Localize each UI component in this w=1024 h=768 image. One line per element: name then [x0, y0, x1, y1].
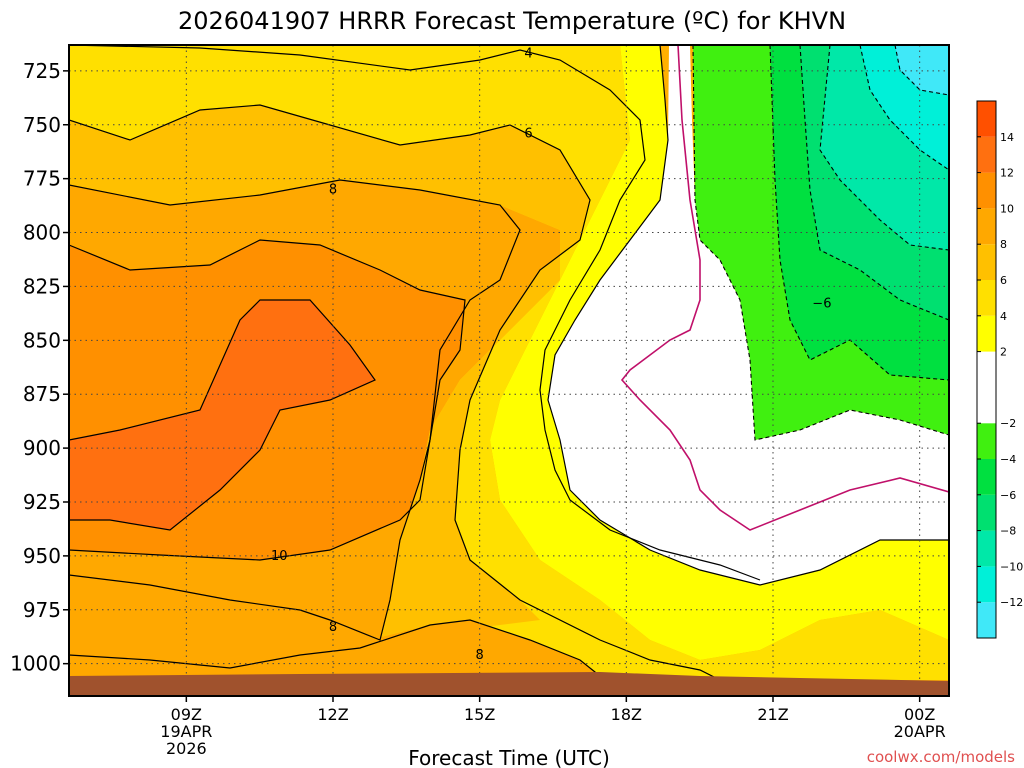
y-tick-label: 925 [23, 490, 61, 514]
colorbar-label: −6 [1000, 489, 1016, 502]
colorbar-label: 8 [1000, 238, 1007, 251]
plot-border [68, 44, 950, 697]
colorbar-bin [977, 208, 996, 245]
contour-label: −6 [812, 297, 831, 312]
band-neg2-2 [548, 45, 949, 585]
colorbar-label: −4 [1000, 453, 1016, 466]
x-tick-label: 12Z [317, 705, 348, 724]
contour-neg10 [859, 45, 949, 171]
negative-contours [692, 45, 949, 441]
colorbar-bin [977, 136, 996, 173]
contour-label: 8 [329, 182, 337, 197]
contour-6 [69, 104, 721, 681]
colorbar-bin [977, 566, 996, 603]
colorbar-label: 14 [1000, 131, 1014, 144]
x-tick-year: 2026 [166, 739, 207, 758]
x-tick-label: 15Z [464, 705, 495, 724]
band-6-8 [69, 105, 590, 640]
colorbar-bin [977, 494, 996, 531]
contour-label: 8 [329, 620, 337, 635]
colorbar-bin [977, 423, 996, 459]
colorbar-label: 12 [1000, 167, 1014, 180]
colorbar-label: 6 [1000, 274, 1007, 287]
x-tick-label: 09Z [171, 705, 202, 724]
y-tick-label: 900 [23, 436, 61, 460]
colorbar-bin [977, 280, 996, 316]
colorbar-label: 2 [1000, 346, 1007, 359]
y-tick-label: 950 [23, 544, 61, 568]
contour-12 [69, 299, 376, 531]
contour-labels: 4 6 8 10 8 8 −6 [271, 47, 832, 663]
plot-area [69, 45, 949, 696]
contour-neg8 [819, 45, 949, 251]
colorbar-bin [977, 602, 996, 638]
y-tick-label: 875 [23, 382, 61, 406]
colorbar-bin [977, 459, 996, 495]
x-tick-date: 20APR [894, 722, 946, 741]
contour-label: 8 [476, 648, 484, 663]
contour-neg6 [799, 45, 949, 321]
band-4-6 [69, 45, 949, 680]
x-tick-date: 19APR [160, 722, 212, 741]
colorbar-label: 4 [1000, 310, 1007, 323]
y-tick-label: 975 [23, 598, 61, 622]
colorbar: 14 12 10 8 6 4 2 −2 −4 −6 −8 −10 −12 [976, 100, 1023, 639]
y-tick-label: 775 [23, 167, 61, 191]
contour-neg2 [692, 45, 949, 441]
y-tick-label: 800 [23, 221, 61, 245]
colorbar-label: −10 [1000, 560, 1023, 573]
band-neg14-neg12 [895, 45, 949, 95]
y-tick-label: 850 [23, 328, 61, 352]
colorbar-border [976, 100, 997, 639]
y-tick-label: 750 [23, 113, 61, 137]
colorbar-bin [977, 244, 996, 280]
contour-label: 10 [271, 549, 288, 564]
x-axis-title: Forecast Time (UTC) [408, 746, 610, 768]
colorbar-label: −12 [1000, 596, 1023, 609]
contour-label: 6 [524, 126, 532, 141]
chart-title: 2026041907 HRRR Forecast Temperature (ºC… [178, 7, 846, 35]
surface-ground [69, 672, 949, 696]
contour-label: 4 [524, 47, 532, 62]
y-tick-label: 825 [23, 274, 61, 298]
colorbar-label: −8 [1000, 525, 1016, 538]
y-tick-label: 1000 [10, 652, 61, 676]
grid [69, 45, 949, 696]
contour-0-freezing [620, 45, 949, 531]
x-tick-label: 21Z [757, 705, 788, 724]
y-tick-label: 725 [23, 59, 61, 83]
band-12-14 [69, 300, 375, 530]
colorbar-label: −2 [1000, 417, 1016, 430]
x-tick-label: 00Z [904, 705, 935, 724]
band-2-4 [490, 45, 949, 660]
credit-text: coolwx.com/models [867, 748, 1015, 766]
colorbar-label: 10 [1000, 202, 1014, 215]
contour-4 [69, 45, 761, 581]
y-axis: 725 750 775 800 825 850 875 900 925 950 975 1000 [10, 59, 69, 676]
colorbar-bin [977, 101, 996, 137]
x-tick-label: 18Z [611, 705, 642, 724]
contour-2 [547, 45, 949, 586]
contour-8 [69, 179, 521, 641]
colorbar-bin [977, 315, 996, 352]
colorbar-bin [977, 172, 996, 209]
colorbar-bin [977, 351, 996, 424]
contour-10 [69, 239, 466, 561]
colorbar-bin [977, 530, 996, 567]
band-near-surface [69, 575, 600, 676]
contour-neg4 [769, 45, 949, 381]
